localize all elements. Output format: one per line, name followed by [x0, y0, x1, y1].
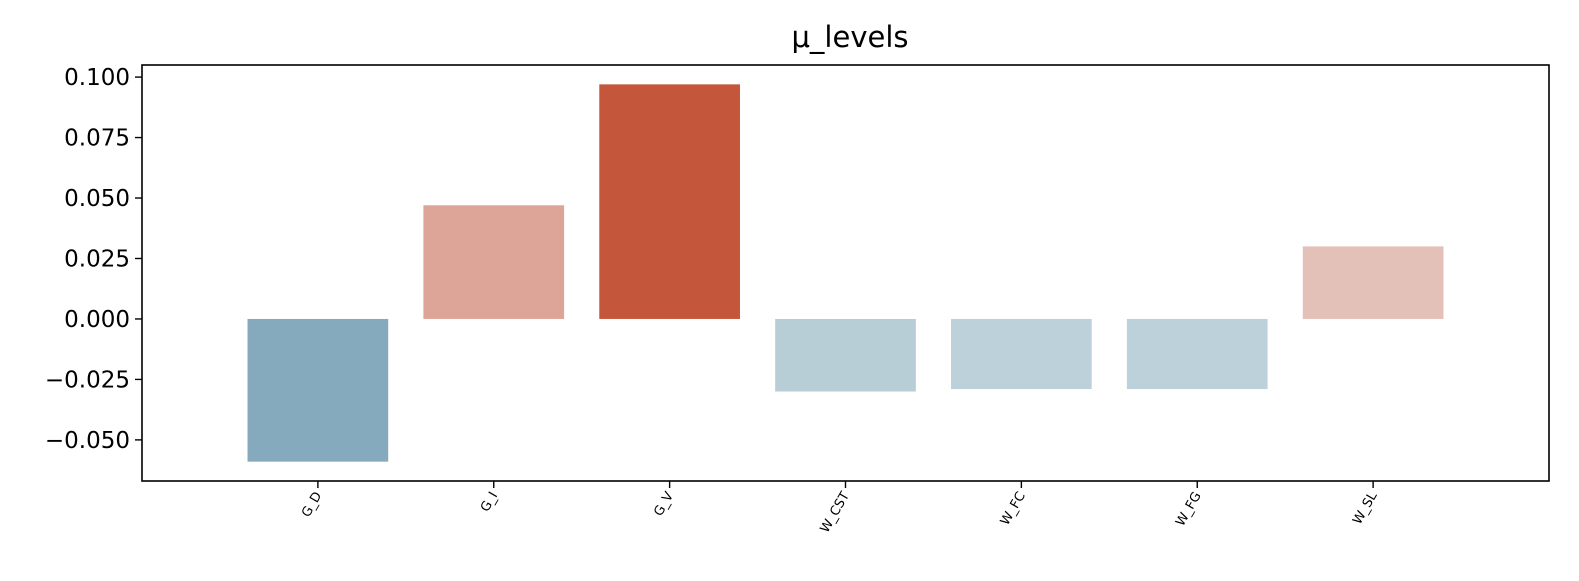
x-tick-label: W_SL — [1350, 489, 1381, 527]
y-tick-label: 0.100 — [64, 65, 130, 91]
x-tick-label: W_CST — [818, 489, 853, 535]
bar-w-fc — [951, 318, 1092, 390]
bar-g-d — [247, 318, 389, 462]
bar-w-fg — [1126, 318, 1268, 390]
x-tick-label: W_FG — [1173, 490, 1204, 529]
x-tick-label: G_V — [651, 489, 677, 519]
bar-g-i — [423, 205, 565, 319]
bar-g-v — [599, 84, 740, 319]
x-axis: G_D G_I G_V W_CST W_FC W_FG W_SL — [299, 481, 1381, 536]
chart-title: μ_levels — [791, 20, 908, 54]
bar-w-cst — [775, 318, 916, 392]
x-tick-label: G_D — [299, 490, 325, 521]
y-tick-label: 0.050 — [64, 186, 130, 212]
y-tick-label: −0.025 — [45, 367, 130, 393]
bar-w-sl — [1302, 246, 1444, 319]
plot-frame — [141, 64, 1550, 482]
y-tick-label: 0.075 — [64, 126, 130, 152]
bars-group — [247, 84, 1444, 462]
x-tick-label: G_I — [478, 490, 501, 515]
y-tick-label: −0.050 — [45, 428, 130, 454]
y-tick-label: 0.025 — [64, 246, 130, 272]
x-tick-label: W_FC — [998, 490, 1029, 529]
y-tick-label: 0.000 — [64, 307, 130, 333]
y-axis: −0.050 −0.025 0.000 0.025 0.050 0.075 0.100 — [45, 65, 142, 454]
